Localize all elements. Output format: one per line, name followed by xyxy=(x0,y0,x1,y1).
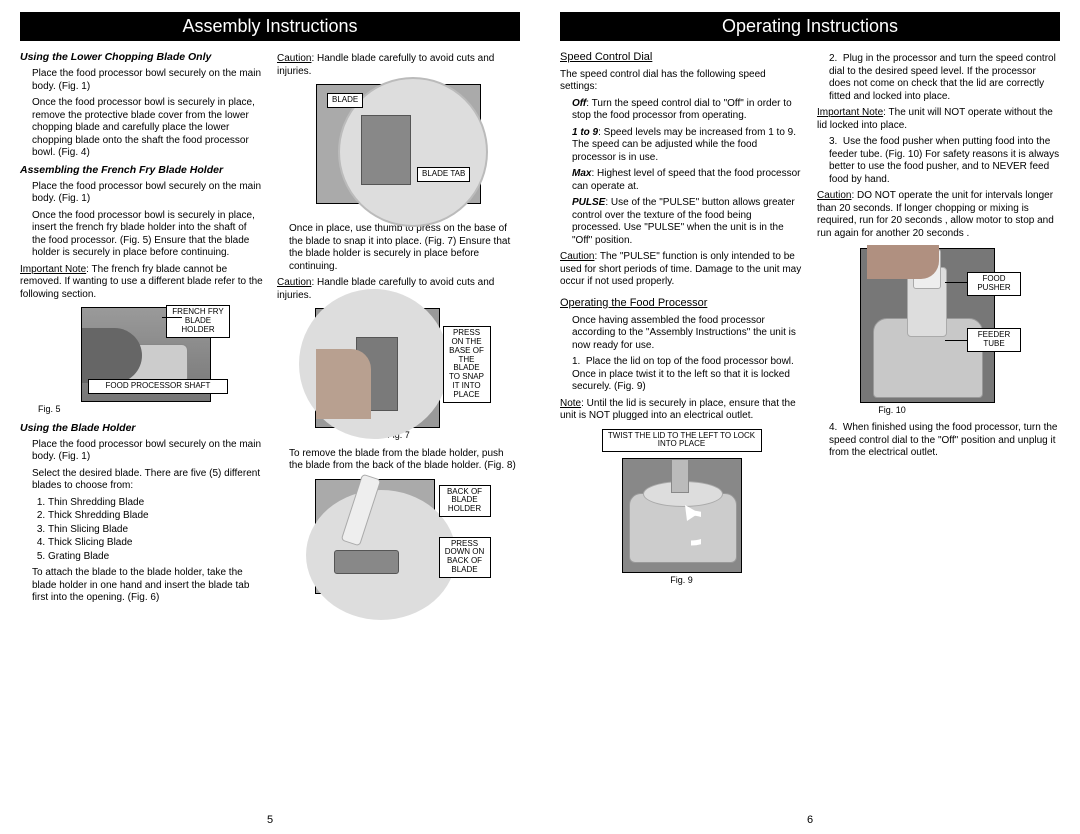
left-col1: Using the Lower Chopping Blade Only Plac… xyxy=(20,49,263,810)
figure-8: BACK OF BLADE HOLDER PRESS DOWN ON BACK … xyxy=(309,479,489,594)
fig10-caption: Fig. 10 xyxy=(817,405,967,416)
step-4: 4. When finished using the food processo… xyxy=(829,422,1060,460)
fig5-caption: Fig. 5 xyxy=(38,404,263,415)
text: To remove the blade from the blade holde… xyxy=(289,448,520,473)
fig5-label-bot: FOOD PROCESSOR SHAFT xyxy=(88,379,228,394)
blade-list: Thin Shredding Blade Thick Shredding Bla… xyxy=(48,497,263,564)
figure-5: FRENCH FRY BLADE HOLDER FOOD PROCESSOR S… xyxy=(28,307,263,402)
fig6-label-top: BLADE xyxy=(327,93,363,108)
step3-text: Use the food pusher when putting food in… xyxy=(829,136,1059,185)
left-page: Assembly Instructions Using the Lower Ch… xyxy=(0,0,540,834)
pulse-text: : Use of the "PULSE" button allows great… xyxy=(572,197,795,246)
step-3: 3. Use the food pusher when putting food… xyxy=(829,136,1060,186)
left-columns: Using the Lower Chopping Blade Only Plac… xyxy=(20,49,520,810)
max-label: Max xyxy=(572,168,591,179)
fig10-label-bot: FEEDER TUBE xyxy=(967,328,1021,352)
text: The speed control dial has the following… xyxy=(560,69,803,94)
lvl-label: 1 to 9 xyxy=(572,127,598,138)
caution-label: Caution xyxy=(277,277,311,288)
list-item: Thin Slicing Blade xyxy=(48,524,263,537)
heading-operating: Operating the Food Processor xyxy=(560,297,803,311)
text: Once in place, use thumb to press on the… xyxy=(289,223,520,273)
step1-text: Place the lid on top of the food process… xyxy=(572,356,794,392)
lvl-text: : Speed levels may be increased from 1 t… xyxy=(572,127,796,163)
setting-off: Off: Turn the speed control dial to "Off… xyxy=(572,98,803,123)
note: Note: Until the lid is securely in place… xyxy=(560,398,803,423)
heading-blade-holder: Using the Blade Holder xyxy=(20,422,263,435)
left-col2: Caution: Handle blade carefully to avoid… xyxy=(277,49,520,810)
right-col1: Speed Control Dial The speed control dia… xyxy=(560,49,803,810)
step-2: 2. Plug in the processor and turn the sp… xyxy=(829,53,1060,103)
right-columns: Speed Control Dial The speed control dia… xyxy=(560,49,1060,810)
setting-levels: 1 to 9: Speed levels may be increased fr… xyxy=(572,127,803,165)
max-text: : Highest level of speed that the food p… xyxy=(572,168,800,192)
list-item: Grating Blade xyxy=(48,551,263,564)
right-col2: 2. Plug in the processor and turn the sp… xyxy=(817,49,1060,810)
heading-french-fry: Assembling the French Fry Blade Holder xyxy=(20,164,263,177)
imp-label: Important Note xyxy=(817,107,883,118)
note-label: Important Note xyxy=(20,264,86,275)
caution-text: : DO NOT operate the unit for intervals … xyxy=(817,190,1054,239)
caution-label: Caution xyxy=(817,190,851,201)
fig6-label-bot: BLADE TAB xyxy=(417,167,470,182)
text: Select the desired blade. There are five… xyxy=(32,468,263,493)
text: Once the food processor bowl is securely… xyxy=(32,97,263,160)
text: Once having assembled the food processor… xyxy=(572,315,803,353)
right-page: Operating Instructions Speed Control Dia… xyxy=(540,0,1080,834)
left-page-number: 5 xyxy=(20,810,520,826)
figure-10: FOOD PUSHER FEEDER TUBE xyxy=(825,248,1030,403)
note-text: : Until the lid is securely in place, en… xyxy=(560,398,796,422)
caution-label: Caution xyxy=(277,53,311,64)
list-item: Thin Shredding Blade xyxy=(48,497,263,510)
fig7-label: PRESS ON THE BASE OF THE BLADE TO SNAP I… xyxy=(443,326,491,402)
list-item: Thick Slicing Blade xyxy=(48,537,263,550)
step2-text: Plug in the processor and turn the speed… xyxy=(829,53,1056,102)
step-1: 1. Place the lid on top of the food proc… xyxy=(572,356,803,394)
fig8-label-bot: PRESS DOWN ON BACK OF BLADE xyxy=(439,537,491,578)
fig8-label-top: BACK OF BLADE HOLDER xyxy=(439,485,491,517)
fig9-label: TWIST THE LID TO THE LEFT TO LOCK INTO P… xyxy=(602,429,762,453)
figure-6: BLADE BLADE TAB xyxy=(316,84,481,204)
twist-arrow-icon xyxy=(641,503,701,553)
important-note: Important Note: The french fry blade can… xyxy=(20,264,263,302)
page-spread: Assembly Instructions Using the Lower Ch… xyxy=(0,0,1080,834)
heading-speed-dial: Speed Control Dial xyxy=(560,51,803,65)
text: To attach the blade to the blade holder,… xyxy=(32,567,263,605)
figure-9: TWIST THE LID TO THE LEFT TO LOCK INTO P… xyxy=(597,429,767,574)
important-note: Important Note: The unit will NOT operat… xyxy=(817,107,1060,132)
caution-text: : The "PULSE" function is only intended … xyxy=(560,251,801,287)
text: Place the food processor bowl securely o… xyxy=(32,68,263,93)
text: Place the food processor bowl securely o… xyxy=(32,439,263,464)
pulse-label: PULSE xyxy=(572,197,605,208)
heading-lower-blade: Using the Lower Chopping Blade Only xyxy=(20,51,263,64)
setting-pulse: PULSE: Use of the "PULSE" button allows … xyxy=(572,197,803,247)
fig5-label-top: FRENCH FRY BLADE HOLDER xyxy=(166,305,230,337)
list-item: Thick Shredding Blade xyxy=(48,510,263,523)
text: Once the food processor bowl is securely… xyxy=(32,210,263,260)
off-text: : Turn the speed control dial to "Off" i… xyxy=(572,98,792,122)
note-label: Note xyxy=(560,398,581,409)
text: Place the food processor bowl securely o… xyxy=(32,181,263,206)
fig9-caption: Fig. 9 xyxy=(560,575,803,586)
caution: Caution: Handle blade carefully to avoid… xyxy=(277,53,520,78)
caution: Caution: DO NOT operate the unit for int… xyxy=(817,190,1060,240)
figure-7: PRESS ON THE BASE OF THE BLADE TO SNAP I… xyxy=(309,308,489,428)
caution: Caution: The "PULSE" function is only in… xyxy=(560,251,803,289)
caution-label: Caution xyxy=(560,251,594,262)
left-header: Assembly Instructions xyxy=(20,12,520,41)
right-page-number: 6 xyxy=(560,810,1060,826)
fig10-label-top: FOOD PUSHER xyxy=(967,272,1021,296)
step4-text: When finished using the food processor, … xyxy=(829,422,1057,458)
off-label: Off xyxy=(572,98,586,109)
right-header: Operating Instructions xyxy=(560,12,1060,41)
setting-max: Max: Highest level of speed that the foo… xyxy=(572,168,803,193)
